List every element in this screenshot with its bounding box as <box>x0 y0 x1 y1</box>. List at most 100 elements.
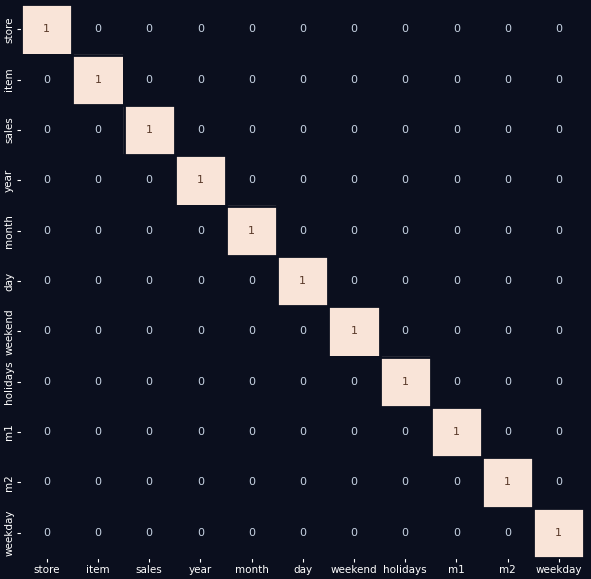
Text: 0: 0 <box>95 276 102 286</box>
Text: 0: 0 <box>556 125 562 135</box>
Text: 0: 0 <box>197 427 204 437</box>
Text: 0: 0 <box>197 75 204 85</box>
Text: 0: 0 <box>504 427 511 437</box>
Text: 0: 0 <box>95 377 102 387</box>
Text: 0: 0 <box>248 427 255 437</box>
Text: 0: 0 <box>197 276 204 286</box>
Text: 0: 0 <box>248 527 255 538</box>
Text: 0: 0 <box>504 327 511 336</box>
Text: 1: 1 <box>402 377 408 387</box>
Text: 0: 0 <box>43 527 50 538</box>
Text: 0: 0 <box>145 327 152 336</box>
Text: 0: 0 <box>299 377 306 387</box>
Text: 0: 0 <box>350 75 358 85</box>
Text: 0: 0 <box>197 477 204 488</box>
Text: 0: 0 <box>299 226 306 236</box>
Text: 0: 0 <box>95 24 102 34</box>
Text: 0: 0 <box>453 377 460 387</box>
Text: 1: 1 <box>299 276 306 286</box>
Text: 0: 0 <box>43 175 50 185</box>
Text: 1: 1 <box>453 427 460 437</box>
Text: 0: 0 <box>145 175 152 185</box>
Text: 0: 0 <box>43 477 50 488</box>
Text: 0: 0 <box>248 327 255 336</box>
Text: 0: 0 <box>453 226 460 236</box>
Text: 0: 0 <box>504 276 511 286</box>
Text: 0: 0 <box>299 125 306 135</box>
Text: 0: 0 <box>350 276 358 286</box>
Text: 0: 0 <box>299 427 306 437</box>
Text: 0: 0 <box>402 477 408 488</box>
Text: 0: 0 <box>350 377 358 387</box>
Text: 0: 0 <box>95 125 102 135</box>
Text: 0: 0 <box>556 327 562 336</box>
Text: 0: 0 <box>43 327 50 336</box>
Text: 0: 0 <box>556 75 562 85</box>
Text: 0: 0 <box>95 226 102 236</box>
Text: 0: 0 <box>95 427 102 437</box>
Text: 0: 0 <box>504 75 511 85</box>
Text: 0: 0 <box>299 24 306 34</box>
Text: 0: 0 <box>350 125 358 135</box>
Text: 0: 0 <box>402 527 408 538</box>
Text: 0: 0 <box>248 175 255 185</box>
Text: 0: 0 <box>248 276 255 286</box>
Text: 0: 0 <box>453 24 460 34</box>
Text: 0: 0 <box>402 125 408 135</box>
Text: 0: 0 <box>145 377 152 387</box>
Text: 0: 0 <box>453 75 460 85</box>
Text: 0: 0 <box>350 175 358 185</box>
Text: 0: 0 <box>299 327 306 336</box>
Text: 0: 0 <box>402 24 408 34</box>
Text: 0: 0 <box>504 24 511 34</box>
Text: 0: 0 <box>402 175 408 185</box>
Text: 0: 0 <box>248 377 255 387</box>
Text: 1: 1 <box>556 527 562 538</box>
Text: 0: 0 <box>43 226 50 236</box>
Text: 0: 0 <box>197 377 204 387</box>
Text: 0: 0 <box>248 125 255 135</box>
Text: 0: 0 <box>43 276 50 286</box>
Text: 1: 1 <box>504 477 511 488</box>
Text: 0: 0 <box>504 175 511 185</box>
Text: 0: 0 <box>299 477 306 488</box>
Text: 0: 0 <box>402 276 408 286</box>
Text: 0: 0 <box>299 75 306 85</box>
Text: 0: 0 <box>453 125 460 135</box>
Text: 0: 0 <box>504 377 511 387</box>
Text: 0: 0 <box>248 24 255 34</box>
Text: 0: 0 <box>145 24 152 34</box>
Text: 1: 1 <box>197 175 204 185</box>
Text: 0: 0 <box>95 175 102 185</box>
Text: 0: 0 <box>453 477 460 488</box>
Text: 0: 0 <box>402 75 408 85</box>
Text: 0: 0 <box>402 427 408 437</box>
Text: 0: 0 <box>350 24 358 34</box>
Text: 0: 0 <box>95 327 102 336</box>
Text: 0: 0 <box>197 24 204 34</box>
Text: 0: 0 <box>402 226 408 236</box>
Text: 0: 0 <box>350 477 358 488</box>
Text: 0: 0 <box>453 327 460 336</box>
Text: 0: 0 <box>556 276 562 286</box>
Text: 0: 0 <box>299 527 306 538</box>
Text: 0: 0 <box>95 527 102 538</box>
Text: 0: 0 <box>248 477 255 488</box>
Text: 1: 1 <box>43 24 50 34</box>
Text: 0: 0 <box>453 527 460 538</box>
Text: 0: 0 <box>504 226 511 236</box>
Text: 1: 1 <box>95 75 102 85</box>
Text: 0: 0 <box>145 75 152 85</box>
Text: 0: 0 <box>350 427 358 437</box>
Text: 0: 0 <box>556 175 562 185</box>
Text: 0: 0 <box>350 527 358 538</box>
Text: 0: 0 <box>299 175 306 185</box>
Text: 0: 0 <box>43 125 50 135</box>
Text: 0: 0 <box>145 477 152 488</box>
Text: 0: 0 <box>248 75 255 85</box>
Text: 0: 0 <box>145 527 152 538</box>
Text: 0: 0 <box>504 125 511 135</box>
Text: 0: 0 <box>556 226 562 236</box>
Text: 0: 0 <box>556 427 562 437</box>
Text: 0: 0 <box>197 527 204 538</box>
